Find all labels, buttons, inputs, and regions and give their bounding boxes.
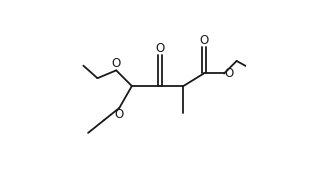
Text: O: O [199, 34, 208, 47]
Text: O: O [115, 108, 124, 121]
Text: O: O [224, 67, 233, 80]
Text: O: O [112, 57, 121, 70]
Text: O: O [156, 42, 164, 55]
